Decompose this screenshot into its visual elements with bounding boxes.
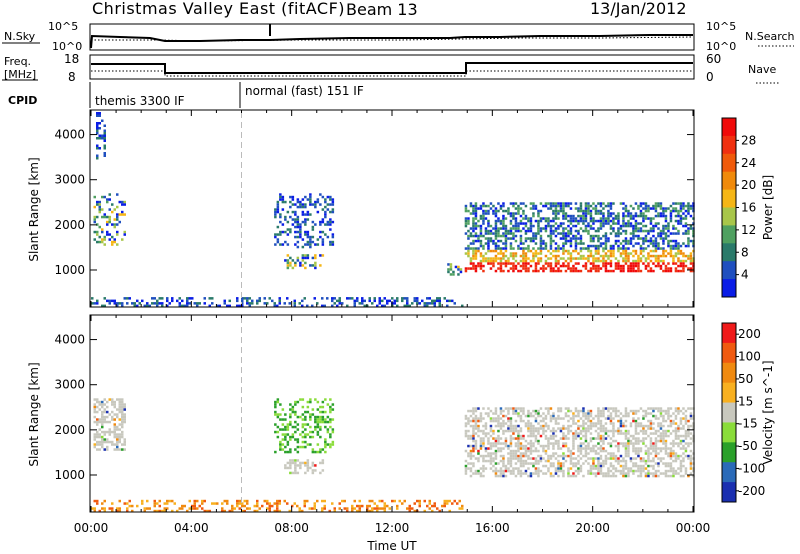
x-tick-label: 00:00 — [676, 521, 711, 535]
x-tick-label: 16:00 — [475, 521, 510, 535]
colorbar-swatch — [722, 207, 736, 226]
colorbar-frame — [721, 322, 737, 503]
echo-region-6 — [464, 202, 695, 273]
nave-label: Nave — [748, 63, 776, 76]
colorbar-tick-label: 12 — [741, 223, 756, 237]
colorbar-swatch — [722, 189, 736, 208]
y-axis-label: Slant Range [km] — [27, 157, 41, 261]
frequency-panel: Freq. [MHz] 18 8 60 0 Nave — [2, 52, 780, 84]
x-tick-label: 20:00 — [575, 521, 610, 535]
colorbar-swatch — [722, 153, 736, 173]
echo-region-2 — [274, 398, 335, 454]
freq-tick-bottom: 8 — [68, 70, 76, 84]
freq-label-2: [MHz] — [4, 68, 36, 81]
x-axis-label: Time UT — [366, 539, 417, 553]
colorbar-swatch — [722, 279, 736, 298]
echo-region-4 — [464, 407, 695, 478]
colorbar-tick-label: -100 — [738, 461, 765, 475]
y-tick-label: 4000 — [54, 333, 85, 347]
colorbar-swatch — [722, 135, 736, 155]
y-tick-label: 3000 — [54, 378, 85, 392]
colorbar-swatch — [722, 323, 736, 344]
freq-label-1: Freq. — [4, 55, 31, 68]
colorbar-swatch — [722, 261, 736, 280]
colorbar-swatch — [722, 402, 736, 423]
colorbar-swatch — [722, 225, 736, 244]
colorbar-swatch — [722, 362, 736, 384]
colorbar-tick-label: -50 — [738, 439, 758, 453]
colorbar-swatch — [722, 422, 736, 443]
nsearch-line — [91, 36, 694, 42]
nsky-line — [90, 34, 693, 49]
colorbar-swatch — [722, 171, 736, 191]
colorbar-swatch — [722, 442, 736, 463]
velocity-panel — [91, 398, 695, 513]
echo-region-1 — [93, 193, 126, 246]
colorbar-velocity: 200 100 50 15 -15 -50 -100 -200 Velocity [m s^-1… — [721, 322, 775, 503]
colorbar-swatch — [722, 382, 736, 404]
power-panel — [91, 112, 695, 308]
echo-region-1 — [93, 398, 126, 451]
colorbar-label: Velocity [m s^-1] — [761, 360, 775, 464]
noise-panel: N.Sky 10^5 10^0 10^5 10^0 N.Search — [2, 20, 795, 53]
echo-region-3 — [284, 459, 325, 475]
noise-tick-left-bottom: 10^0 — [52, 40, 82, 53]
date-label: 13/Jan/2012 — [590, 0, 687, 18]
echo-region-2 — [96, 112, 106, 160]
colorbar-tick-label: 20 — [741, 178, 756, 192]
x-tick-label: 04:00 — [174, 521, 209, 535]
y-tick-label: 3000 — [54, 173, 85, 187]
noise-tick-left-top: 10^5 — [48, 20, 78, 33]
echo-region-7 — [91, 297, 464, 308]
freq-tick-top: 18 — [64, 52, 79, 66]
beam-label: Beam 13 — [346, 0, 418, 19]
colorbar-tick-label: 24 — [741, 156, 756, 170]
x-tick-label: 08:00 — [274, 521, 309, 535]
x-tick-label: 12:00 — [375, 521, 410, 535]
colorbar-tick-label: 200 — [738, 327, 761, 341]
colorbar-tick-label: 28 — [741, 133, 756, 147]
axes-layer: 1000 2000 3000 4000 Slant Range [km] 1000 2000… — [27, 109, 711, 553]
colorbar-swatch — [722, 482, 736, 503]
cpid-segment-1: themis 3300 IF — [95, 94, 185, 108]
y-tick-label: 1000 — [54, 468, 85, 482]
y-tick-label: 1000 — [54, 263, 85, 277]
y-tick-label: 2000 — [54, 423, 85, 437]
nave-tick-top: 60 — [706, 52, 721, 66]
y-tick-label: 4000 — [54, 128, 85, 142]
y-tick-label: 2000 — [54, 218, 85, 232]
colorbar-tick-label: -200 — [738, 484, 765, 498]
colorbar-tick-label: 16 — [741, 201, 756, 215]
colorbar-tick-label: 100 — [738, 350, 761, 364]
noise-tick-right-bottom: 10^0 — [706, 40, 736, 53]
colorbar-label: Power [dB] — [761, 175, 775, 240]
echo-region-5 — [447, 263, 463, 276]
colorbar-tick-label: 4 — [741, 268, 749, 282]
nsearch-label: N.Search — [745, 30, 795, 43]
colorbar-swatch — [722, 342, 736, 364]
frequency-line — [91, 62, 693, 74]
colorbar-swatch — [722, 118, 736, 137]
colorbar-swatch — [722, 462, 736, 483]
cpid-label: CPID — [8, 94, 37, 107]
echo-region-5 — [91, 499, 464, 513]
colorbar-tick-label: 50 — [738, 372, 753, 386]
nsky-label: N.Sky — [4, 30, 36, 43]
x-tick-label: 00:00 — [74, 521, 109, 535]
colorbar-tick-label: 8 — [741, 245, 749, 259]
colorbar-tick-label: -15 — [738, 417, 758, 431]
cpid-segment-2: normal (fast) 151 IF — [245, 84, 364, 98]
colorbars: 4 8 12 16 20 24 28 Power [dB] 200 100 50 15 -15 -50 -1… — [721, 117, 775, 503]
plot-title: Christmas Valley East (fitACF) — [92, 0, 345, 18]
nave-tick-bottom: 0 — [706, 70, 714, 84]
y-axis-label: Slant Range [km] — [27, 362, 41, 466]
colorbar-tick-label: 15 — [738, 394, 753, 408]
colorbar-swatch — [722, 243, 736, 262]
echo-region-3 — [274, 193, 335, 249]
cpid-panel: CPID themis 3300 IF normal (fast) 151 IF — [8, 82, 364, 108]
echo-region-4 — [284, 254, 325, 270]
colorbar-power: 4 8 12 16 20 24 28 Power [dB] — [721, 117, 775, 298]
noise-tick-right-top: 10^5 — [706, 20, 736, 33]
